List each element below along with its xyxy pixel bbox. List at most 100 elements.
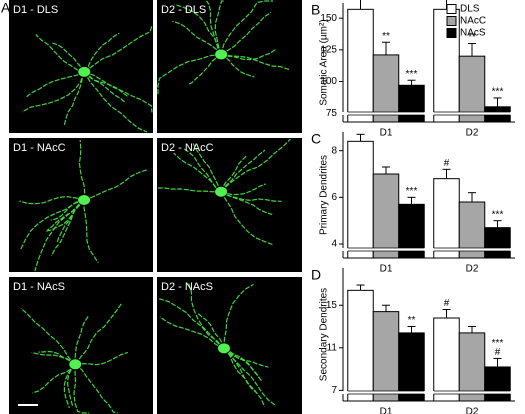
bar — [398, 84, 425, 123]
image-label: D1 - DLS — [13, 4, 58, 16]
micrograph — [9, 0, 153, 133]
neuron-branch — [192, 143, 222, 192]
neuron-soma — [217, 343, 230, 354]
neuron-branch — [187, 53, 222, 86]
neuron-branch — [78, 140, 86, 201]
neuron-soma — [78, 194, 91, 205]
neuron-branch — [220, 138, 291, 193]
legend-swatch — [446, 4, 457, 14]
bar — [484, 366, 511, 402]
significance-mark: ** — [408, 315, 416, 326]
significance-mark: *** — [492, 87, 504, 98]
significance-mark: *** — [406, 186, 418, 197]
significance-mark: # — [444, 298, 450, 309]
neuron-branch — [52, 42, 85, 73]
axis-break — [337, 248, 515, 251]
significance-mark: # — [495, 347, 501, 358]
neuron-branch — [31, 351, 76, 365]
neuron-branch — [223, 283, 254, 349]
neuron-branch — [220, 191, 282, 202]
neuron-branch — [83, 199, 99, 264]
neuron-branch — [174, 3, 222, 55]
neuron-branch — [75, 351, 128, 366]
neuron-branch — [83, 32, 120, 73]
neuron-branch — [220, 155, 247, 192]
bar — [433, 178, 460, 259]
bar — [372, 311, 400, 402]
panel-letter: C — [311, 131, 321, 147]
significance-mark: ** — [382, 31, 390, 42]
image-label: D2 - NAcC — [161, 142, 214, 154]
neuron-branch — [157, 53, 222, 95]
bar — [372, 173, 400, 259]
axis-break — [337, 391, 515, 394]
bar — [398, 332, 425, 402]
x-tick-label: D2 — [466, 264, 479, 275]
neuron-branch — [83, 71, 129, 98]
panel-letter: D — [311, 267, 321, 283]
significance-mark: # — [444, 158, 450, 169]
bar — [433, 317, 460, 402]
bar — [372, 54, 400, 123]
neuron-branch — [159, 316, 225, 349]
x-tick-label: D1 — [380, 264, 393, 275]
neuron-branch — [173, 152, 222, 193]
neuron-branch — [46, 199, 85, 231]
neuron-branch — [83, 71, 148, 133]
y-axis-label: Primary Dendrites — [319, 155, 330, 235]
y-tick-label: 8 — [331, 145, 337, 156]
neuron-branch — [220, 53, 255, 78]
image-label: D2 - DLS — [161, 4, 206, 16]
bar — [347, 8, 374, 123]
axis-break — [337, 112, 515, 115]
significance-mark: *** — [406, 69, 418, 80]
neuron-branch — [20, 307, 76, 365]
panel-letter: A — [1, 0, 11, 16]
legend-swatch — [446, 28, 457, 38]
legend-label: NAcC — [460, 16, 486, 27]
neuron-branch — [21, 71, 85, 113]
neuron-branch — [172, 20, 222, 55]
micrograph — [9, 277, 153, 414]
neuron-branch — [63, 71, 85, 126]
neuron-branch — [223, 347, 257, 394]
bar — [484, 227, 511, 259]
neuron-branch — [214, 0, 225, 55]
y-axis-label: Somatic Area (µm²) — [319, 19, 330, 105]
x-tick-label: D2 — [466, 407, 479, 414]
neuron-branch — [84, 71, 153, 113]
bar — [347, 140, 374, 259]
y-tick-label: 7 — [331, 385, 337, 396]
neuron-branch — [83, 25, 153, 73]
bar — [433, 8, 460, 123]
x-tick-label: D1 — [380, 407, 393, 414]
neuron-soma — [215, 49, 228, 60]
legend-swatch — [446, 16, 457, 26]
neuron-branch — [50, 199, 85, 221]
x-tick-label: D2 — [466, 128, 479, 139]
neuron-soma — [69, 359, 82, 370]
y-tick-label: 4 — [331, 239, 337, 250]
neuron-branch — [220, 0, 274, 55]
micrographs: D1 - DLS D2 - DLS D1 - NAcC D2 - NAcC D1 - N… — [9, 0, 302, 414]
neuron-branch — [220, 48, 277, 61]
neuron-branch — [220, 11, 272, 55]
neuron-branch — [35, 34, 85, 73]
neuron-branch — [197, 312, 225, 349]
significance-mark: ** — [468, 32, 476, 43]
legend-label: DLS — [460, 4, 480, 15]
x-tick-label: D1 — [380, 128, 393, 139]
neuron-soma — [78, 66, 91, 77]
image-label: D2 - NAcS — [161, 281, 213, 293]
panel-letter: B — [311, 2, 320, 18]
micrograph — [9, 138, 153, 272]
y-tick-label: 100 — [320, 76, 337, 87]
neuron-branch — [32, 363, 76, 394]
y-axis-label: Secondary Dendrites — [319, 288, 330, 381]
neuron-branch — [221, 53, 290, 71]
significance-mark: *** — [492, 338, 504, 349]
image-label: D1 - NAcS — [13, 281, 65, 293]
y-tick-label: 75 — [326, 108, 338, 119]
neuron-soma — [215, 186, 228, 197]
